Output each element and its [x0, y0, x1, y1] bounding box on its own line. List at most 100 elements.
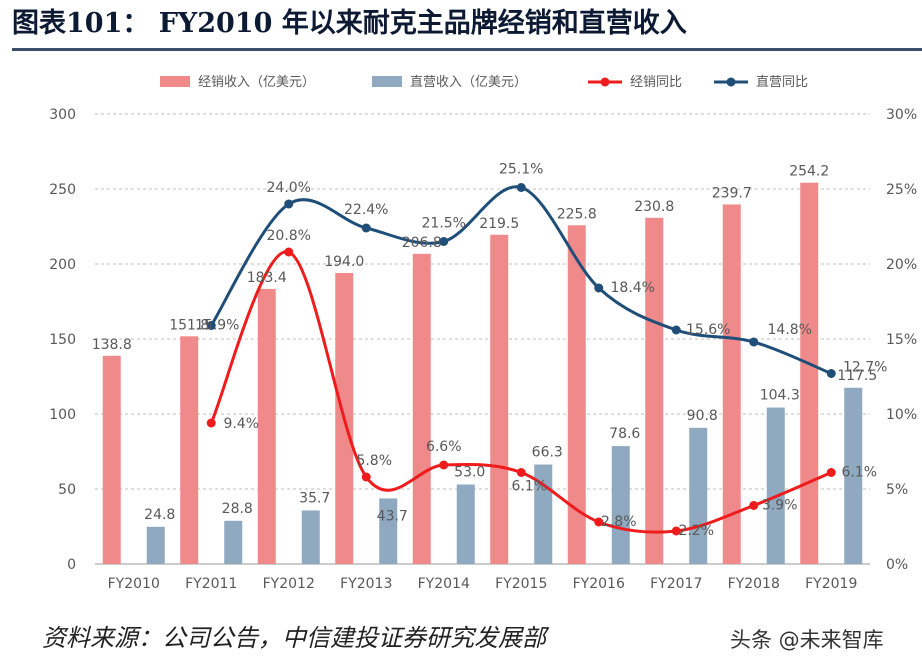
legend-marker: [600, 77, 610, 87]
right-tick-label: 5%: [886, 482, 908, 498]
bar-wholesale: [102, 355, 121, 564]
bar-direct: [456, 484, 475, 564]
x-tick-label: FY2015: [495, 576, 547, 592]
wholesale-value-label: 138.8: [92, 337, 132, 353]
direct-yoy-label: 25.1%: [499, 162, 543, 178]
wholesale-yoy-point: [826, 468, 836, 477]
wholesale-yoy-point: [206, 418, 216, 428]
direct-yoy-point: [826, 369, 836, 378]
bar-wholesale: [567, 225, 586, 565]
wholesale-yoy-point: [594, 517, 604, 527]
bar-wholesale: [180, 336, 199, 564]
direct-value-label: 53.0: [454, 465, 485, 481]
legend-label: 直营同比: [756, 75, 808, 90]
x-tick-label: FY2010: [108, 576, 160, 592]
source-note: 资料来源：公司公告，中信建投证券研究发展部: [42, 624, 546, 652]
legend-swatch: [160, 76, 190, 87]
wholesale-yoy-label: 2.8%: [601, 514, 637, 530]
chart-title: 图表101： FY2010 年以来耐克主品牌经销和直营收入: [12, 8, 687, 39]
direct-value-label: 78.6: [609, 426, 640, 442]
bar-wholesale: [645, 217, 664, 565]
direct-yoy-label: 14.8%: [768, 322, 812, 338]
right-tick-label: 10%: [886, 407, 917, 423]
legend-label: 经销收入（亿美元）: [198, 75, 315, 90]
left-tick-label: 0: [67, 557, 76, 573]
direct-value-label: 43.7: [377, 508, 408, 524]
bar-direct: [379, 498, 398, 564]
left-tick-label: 50: [58, 482, 76, 498]
left-tick-label: 250: [49, 182, 76, 198]
direct-yoy-point: [516, 183, 526, 192]
direct-value-label: 117.5: [837, 368, 877, 384]
legend-label: 经销同比: [630, 75, 682, 90]
direct-yoy-label: 18.4%: [611, 280, 655, 296]
direct-yoy-point: [671, 325, 681, 335]
left-tick-label: 100: [49, 407, 76, 423]
wholesale-yoy-label: 6.1%: [841, 465, 877, 481]
title-divider: [12, 48, 922, 51]
wholesale-value-label: 239.7: [712, 185, 752, 201]
direct-yoy-label: 24.0%: [267, 180, 311, 196]
wholesale-yoy-label: 3.9%: [762, 498, 798, 514]
direct-yoy-point: [749, 337, 759, 347]
x-tick-label: FY2017: [650, 576, 702, 592]
wholesale-yoy-label: 6.6%: [426, 439, 462, 455]
x-tick-label: FY2011: [185, 576, 237, 592]
direct-yoy-label: 15.9%: [195, 318, 239, 334]
watermark: 头条 @未来智库: [730, 628, 884, 652]
bar-wholesale: [257, 288, 276, 564]
bar-wholesale: [800, 182, 819, 564]
direct-value-label: 24.8: [144, 507, 175, 523]
bar-direct: [301, 510, 320, 564]
direct-value-label: 28.8: [222, 501, 253, 517]
right-tick-label: 15%: [886, 332, 917, 348]
direct-yoy-point: [361, 223, 371, 233]
bar-direct: [689, 427, 708, 564]
right-tick-label: 20%: [886, 257, 917, 273]
direct-value-label: 90.8: [687, 408, 718, 424]
wholesale-yoy-label: 6.1%: [511, 479, 547, 495]
wholesale-value-label: 183.4: [247, 270, 287, 286]
wholesale-yoy-point: [516, 468, 526, 477]
wholesale-yoy-point: [361, 472, 371, 482]
wholesale-value-label: 225.8: [557, 206, 597, 222]
direct-value-label: 66.3: [532, 445, 563, 461]
bar-wholesale: [490, 234, 509, 564]
right-tick-label: 25%: [886, 182, 917, 198]
wholesale-yoy-label: 20.8%: [267, 228, 311, 244]
legend-swatch: [372, 76, 402, 87]
wholesale-value-label: 219.5: [479, 216, 519, 232]
bar-direct: [844, 387, 863, 564]
wholesale-yoy-point: [749, 501, 759, 510]
direct-yoy-label: 22.4%: [344, 202, 388, 218]
legend-marker: [726, 77, 736, 87]
left-tick-label: 150: [49, 332, 76, 348]
wholesale-value-label: 254.2: [789, 164, 829, 180]
direct-yoy-point: [439, 237, 449, 246]
right-tick-label: 0%: [886, 557, 908, 573]
wholesale-yoy-point: [671, 526, 681, 536]
wholesale-value-label: 194.0: [324, 254, 364, 270]
wholesale-value-label: 230.8: [634, 199, 674, 215]
wholesale-yoy-label: 5.8%: [356, 453, 392, 469]
bar-direct: [766, 407, 785, 564]
left-tick-label: 200: [49, 257, 76, 273]
wholesale-yoy-point: [439, 460, 449, 470]
direct-yoy-point: [284, 199, 294, 209]
direct-yoy-point: [206, 321, 216, 330]
bar-direct: [146, 526, 165, 564]
x-tick-label: FY2012: [263, 576, 315, 592]
x-tick-label: FY2016: [573, 576, 625, 592]
x-tick-label: FY2019: [805, 576, 857, 592]
direct-yoy-label: 21.5%: [422, 216, 466, 232]
x-tick-label: FY2018: [728, 576, 780, 592]
left-tick-label: 300: [49, 107, 76, 123]
direct-value-label: 104.3: [760, 388, 800, 404]
bar-wholesale: [412, 253, 431, 565]
right-tick-label: 30%: [886, 107, 917, 123]
direct-yoy-label: 15.6%: [686, 322, 730, 338]
x-tick-label: FY2013: [340, 576, 392, 592]
bar-direct: [611, 446, 630, 564]
legend-label: 直营收入（亿美元）: [410, 75, 527, 90]
direct-yoy-point: [594, 283, 604, 293]
